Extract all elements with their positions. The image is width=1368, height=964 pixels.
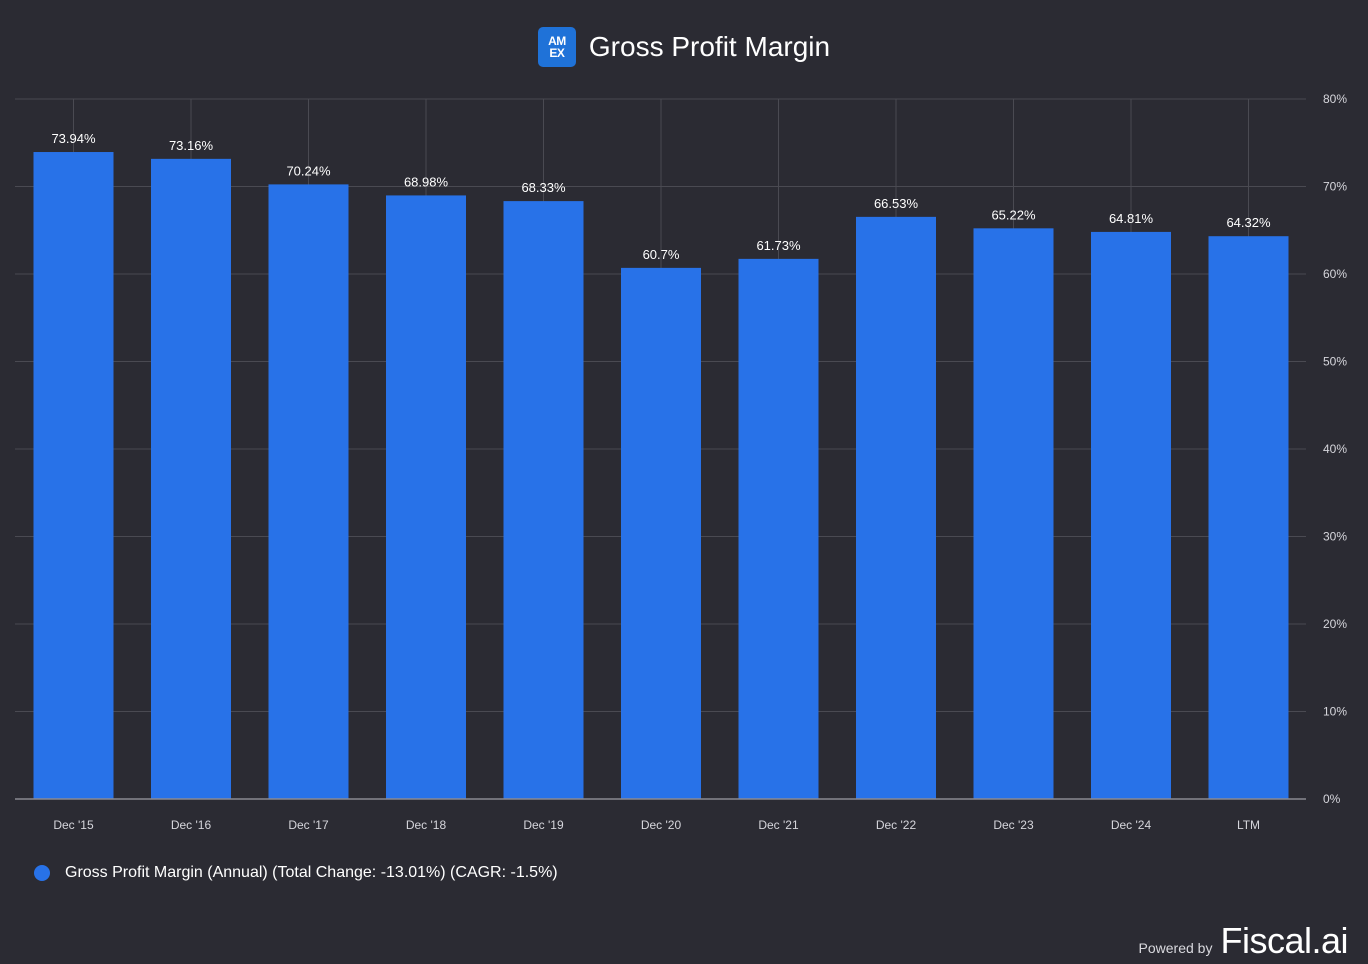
y-tick-label: 80%: [1323, 92, 1347, 106]
chart-title: Gross Profit Margin: [588, 31, 831, 62]
x-tick-label: Dec '18: [406, 818, 447, 832]
x-tick-label: Dec '21: [758, 818, 799, 832]
data-label: 64.32%: [1226, 215, 1271, 230]
chart-header: AM EX Gross Profit Margin: [0, 26, 1368, 68]
y-tick-label: 60%: [1323, 267, 1347, 281]
bar[interactable]: [151, 158, 231, 800]
data-label: 68.33%: [521, 180, 566, 195]
bar[interactable]: [1208, 236, 1289, 799]
logo-text-bottom: EX: [549, 46, 565, 60]
logo-text-top: AM: [548, 34, 566, 48]
x-tick-label: Dec '16: [171, 818, 212, 832]
bar[interactable]: [621, 267, 701, 799]
data-label: 73.16%: [169, 138, 214, 153]
y-tick-label: 40%: [1323, 442, 1347, 456]
data-label: 66.53%: [874, 196, 919, 211]
data-label: 70.24%: [286, 163, 331, 178]
x-tick-label: Dec '17: [288, 818, 329, 832]
data-label: 68.98%: [404, 174, 449, 189]
powered-by-label: Powered by: [1138, 940, 1213, 956]
data-label: 64.81%: [1109, 211, 1154, 226]
bar[interactable]: [973, 228, 1054, 799]
bar[interactable]: [738, 258, 819, 799]
data-label: 73.94%: [51, 131, 96, 146]
bar[interactable]: [268, 184, 349, 799]
x-tick-label: Dec '20: [641, 818, 682, 832]
y-tick-label: 10%: [1323, 705, 1347, 719]
legend-marker: [34, 865, 50, 881]
bar[interactable]: [386, 195, 466, 800]
powered-by[interactable]: Powered by Fiscal.ai: [1138, 920, 1349, 962]
x-tick-label: LTM: [1237, 818, 1260, 832]
x-tick-label: Dec '23: [993, 818, 1034, 832]
y-tick-label: 30%: [1323, 530, 1347, 544]
data-label: 65.22%: [991, 207, 1036, 222]
legend-label: Gross Profit Margin (Annual) (Total Chan…: [65, 864, 558, 881]
bar[interactable]: [856, 216, 936, 800]
x-tick-label: Dec '19: [523, 818, 564, 832]
y-tick-label: 50%: [1323, 355, 1347, 369]
x-tick-label: Dec '15: [53, 818, 94, 832]
fiscal-ai-logo: Fiscal.ai: [1220, 920, 1348, 961]
y-tick-label: 0%: [1323, 792, 1341, 806]
data-label: 60.7%: [643, 247, 680, 262]
legend[interactable]: Gross Profit Margin (Annual) (Total Chan…: [34, 864, 558, 882]
x-tick-label: Dec '24: [1111, 818, 1152, 832]
amex-logo: AM EX: [537, 27, 576, 67]
bar[interactable]: [33, 152, 114, 799]
y-tick-label: 20%: [1323, 617, 1347, 631]
data-label: 61.73%: [756, 238, 801, 253]
bar[interactable]: [1091, 231, 1171, 800]
y-tick-label: 70%: [1323, 180, 1347, 194]
x-tick-label: Dec '22: [876, 818, 917, 832]
bar[interactable]: [503, 201, 584, 800]
